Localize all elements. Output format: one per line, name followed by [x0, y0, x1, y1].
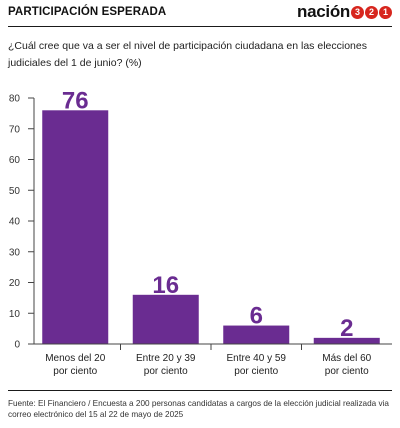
y-tick-label: 10 — [9, 309, 21, 320]
x-tick-label: Entre 40 y 59 — [227, 353, 287, 364]
x-tick-label: Menos del 20 — [45, 353, 105, 364]
data-label: 6 — [250, 303, 263, 330]
x-tick-label: por ciento — [325, 366, 369, 377]
x-tick-label: por ciento — [144, 366, 188, 377]
logo-digit: 1 — [379, 5, 392, 19]
brand-logo: nación 3 2 1 — [297, 1, 392, 23]
page-title: PARTICIPACIÓN ESPERADA — [8, 6, 167, 18]
x-tick-label: Entre 20 y 39 — [136, 353, 196, 364]
logo-digit: 2 — [365, 5, 378, 19]
logo-wordmark: nación — [297, 2, 350, 21]
logo-digit: 3 — [351, 5, 364, 19]
x-tick-label: por ciento — [53, 366, 97, 377]
data-label: 16 — [152, 272, 179, 299]
data-label: 2 — [340, 315, 353, 342]
chart-question: ¿Cuál cree que va a ser el nivel de part… — [8, 40, 367, 69]
y-tick-label: 60 — [9, 155, 21, 166]
x-tick-label: Más del 60 — [322, 353, 371, 364]
x-tick-label: por ciento — [234, 366, 278, 377]
source-note: Fuente: El Financiero / Encuesta a 200 p… — [8, 399, 389, 419]
y-tick-label: 80 — [9, 94, 21, 105]
bar — [42, 110, 109, 344]
bar — [313, 337, 380, 344]
bar-chart: 0 10 20 30 40 50 60 70 80 76 Menos del 20 por cient… — [9, 87, 392, 377]
y-tick-label: 70 — [9, 124, 21, 135]
y-tick-label: 0 — [14, 340, 20, 351]
data-label: 76 — [62, 87, 89, 114]
y-tick-label: 40 — [9, 217, 21, 228]
bar — [223, 325, 290, 344]
y-tick-label: 20 — [9, 278, 21, 289]
footer-divider — [8, 390, 392, 391]
bar — [132, 294, 199, 344]
y-tick-label: 50 — [9, 186, 21, 197]
y-tick-label: 30 — [9, 247, 21, 258]
header-divider — [8, 26, 392, 27]
header: PARTICIPACIÓN ESPERADA nación 3 2 1 — [8, 0, 392, 26]
